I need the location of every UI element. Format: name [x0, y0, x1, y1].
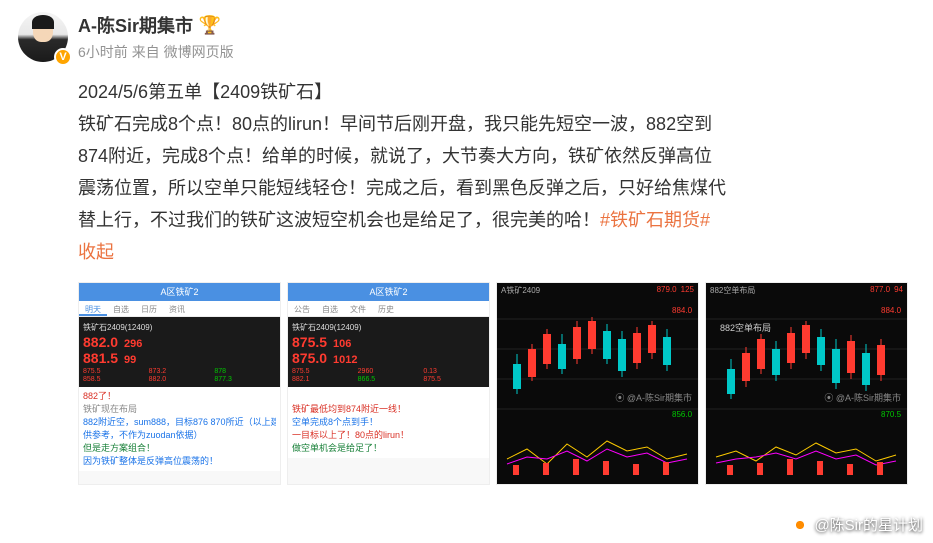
chart-title: A铁矿2409 — [501, 285, 540, 297]
tab: 文件 — [344, 301, 372, 316]
body-line: 替上行，不过我们的铁矿这波短空机会也是给足了，很完美的哈！#铁矿石期货# — [78, 204, 915, 236]
gv: 875.5 — [292, 368, 354, 375]
chat-line: 铁矿最低均到874附近一线！ — [292, 403, 485, 416]
gv: 0.13 — [423, 368, 485, 375]
weibo-post: V A-陈Sir期集市 🏆 6小时前 来自 微博网页版 2024/5/6第五单【… — [0, 0, 933, 485]
thumbnail-4[interactable]: 882空单布局 877.0 94 882空单布局 — [705, 282, 908, 485]
indicator-chart — [497, 429, 699, 479]
verified-badge-icon: V — [54, 48, 72, 66]
candlestick-chart: 882空单布局 884.0 8 — [706, 299, 908, 429]
chat-line: 空单完成8个点到手！ — [292, 416, 485, 429]
post-meta: 6小时前 来自 微博网页版 — [78, 42, 915, 62]
gv: 882.0 — [149, 376, 211, 383]
quote-title: 铁矿石2409(12409) — [292, 321, 485, 334]
crown-badge-icon: 🏆 — [199, 14, 221, 36]
svg-text:882空单布局: 882空单布局 — [720, 322, 771, 333]
svg-text:884.0: 884.0 — [881, 306, 902, 315]
chart-head: A铁矿2409 879.0 125 — [497, 283, 698, 299]
bid: 881.5 — [83, 350, 118, 366]
body-line: 铁矿石完成8个点！80点的lirun！早间节后刚开盘，我只能先短空一波，882空… — [78, 108, 915, 140]
weibo-logo-icon — [790, 517, 810, 533]
bidv: 99 — [124, 354, 136, 366]
gv: 2960 — [358, 368, 420, 375]
collapse-toggle[interactable]: 收起 — [78, 236, 114, 268]
gv: 875.5 — [83, 368, 145, 375]
chat-line: 供参考，不作为zuodan依据） — [83, 429, 276, 442]
post-body: 2024/5/6第五单【2409铁矿石】 铁矿石完成8个点！80点的lirun！… — [78, 76, 915, 268]
thumb-topbar: A区铁矿2 — [288, 283, 489, 301]
chat-line: 882了！ — [83, 390, 276, 403]
quote-block: 铁矿石2409(12409) 882.0 296 881.5 99 875.5 … — [79, 317, 280, 387]
thumbnail-1[interactable]: A区铁矿2 明天 自选 日历 资讯 铁矿石2409(12409) 882.0 2… — [78, 282, 281, 485]
attribution-text: @陈Sir的星计划 — [814, 514, 923, 535]
tab: 自选 — [107, 301, 135, 316]
price: 882.0 — [83, 334, 118, 350]
head-price: 879.0 — [657, 285, 677, 297]
candlestick-chart: 884.0 856.0 — [497, 299, 699, 429]
post-time[interactable]: 6小时前 — [78, 44, 128, 60]
tab: 资讯 — [163, 301, 191, 316]
body-line: 874附近，完成8个点！给单的时候，就说了，大节奏大方向，铁矿依然反弹高位 — [78, 140, 915, 172]
thumb-topbar: A区铁矿2 — [79, 283, 280, 301]
thumb-tabs: 公告 自选 文件 历史 — [288, 301, 489, 317]
gv: 858.5 — [83, 376, 145, 383]
head-chg: 125 — [681, 285, 694, 297]
svg-text:884.0: 884.0 — [672, 306, 693, 315]
gv: 873.2 — [149, 368, 211, 375]
bid: 875.0 — [292, 350, 327, 366]
head-chg: 94 — [894, 285, 903, 297]
body-line: 2024/5/6第五单【2409铁矿石】 — [78, 76, 915, 108]
price: 875.5 — [292, 334, 327, 350]
avatar-wrap: V — [18, 12, 78, 485]
gv: 877.3 — [214, 376, 276, 383]
quote-block: 铁矿石2409(12409) 875.5 106 875.0 1012 875.… — [288, 317, 489, 387]
tab: 历史 — [372, 301, 400, 316]
tab: 明天 — [79, 301, 107, 316]
from-label: 来自 — [132, 44, 160, 60]
price-chg: 296 — [124, 338, 142, 350]
body-text-tail: 替上行，不过我们的铁矿这波短空机会也是给足了，很完美的哈！ — [78, 210, 600, 230]
svg-text:870.5: 870.5 — [881, 410, 902, 419]
post-content: A-陈Sir期集市 🏆 6小时前 来自 微博网页版 2024/5/6第五单【24… — [78, 12, 915, 485]
chat-line: 一目标以上了！80点的lirun！ — [292, 429, 485, 442]
tab: 公告 — [288, 301, 316, 316]
gv: 866.5 — [358, 376, 420, 383]
quote-title: 铁矿石2409(12409) — [83, 321, 276, 334]
chat-lines: 882了！ 铁矿现在布局 882附近空，sum888，目标876 870所近（以… — [79, 387, 280, 471]
body-line: 震荡位置，所以空单只能短线轻仓！完成之后，看到黑色反弹之后，只好给焦煤代 — [78, 172, 915, 204]
gv: 878 — [214, 368, 276, 375]
quote-grid: 875.5 2960 0.13 882.1 866.5 875.5 — [292, 368, 485, 383]
chat-lines: 铁矿最低均到874附近一线！ 空单完成8个点到手！ 一目标以上了！80点的lir… — [288, 387, 489, 458]
gv: 875.5 — [423, 376, 485, 383]
chart-head: 882空单布局 877.0 94 — [706, 283, 907, 299]
tab: 日历 — [135, 301, 163, 316]
username[interactable]: A-陈Sir期集市 — [78, 12, 193, 38]
post-source[interactable]: 微博网页版 — [164, 44, 234, 60]
head-price: 877.0 — [870, 285, 890, 297]
image-attribution: @陈Sir的星计划 — [790, 514, 923, 535]
chat-line: 铁矿现在布局 — [83, 403, 276, 416]
indicator-chart — [706, 429, 908, 479]
tab: 自选 — [316, 301, 344, 316]
chat-line: 做空单机会是给足了！ — [292, 442, 485, 455]
chat-line — [292, 390, 485, 403]
chart-title: 882空单布局 — [710, 285, 755, 297]
thumb-tabs: 明天 自选 日历 资讯 — [79, 301, 280, 317]
thumbnail-2[interactable]: A区铁矿2 公告 自选 文件 历史 铁矿石2409(12409) 875.5 1… — [287, 282, 490, 485]
chat-line: 882附近空，sum888，目标876 870所近（以上建议仅 — [83, 416, 276, 429]
watermark: ⦿ @A-陈Sir期集市 — [824, 391, 901, 404]
bidv: 1012 — [333, 354, 357, 366]
watermark: ⦿ @A-陈Sir期集市 — [615, 391, 692, 404]
hashtag-link[interactable]: #铁矿石期货# — [600, 210, 710, 230]
svg-text:856.0: 856.0 — [672, 410, 693, 419]
thumbnail-3[interactable]: A铁矿2409 879.0 125 — [496, 282, 699, 485]
name-row: A-陈Sir期集市 🏆 — [78, 12, 915, 38]
chat-line: 但是走方案组合！ — [83, 442, 276, 455]
image-thumbnails: A区铁矿2 明天 自选 日历 资讯 铁矿石2409(12409) 882.0 2… — [78, 282, 915, 485]
quote-grid: 875.5 873.2 878 858.5 882.0 877.3 — [83, 368, 276, 383]
chat-line: 因为铁矿整体是反弹高位震荡的！ — [83, 455, 276, 468]
price-chg: 106 — [333, 338, 351, 350]
gv: 882.1 — [292, 376, 354, 383]
